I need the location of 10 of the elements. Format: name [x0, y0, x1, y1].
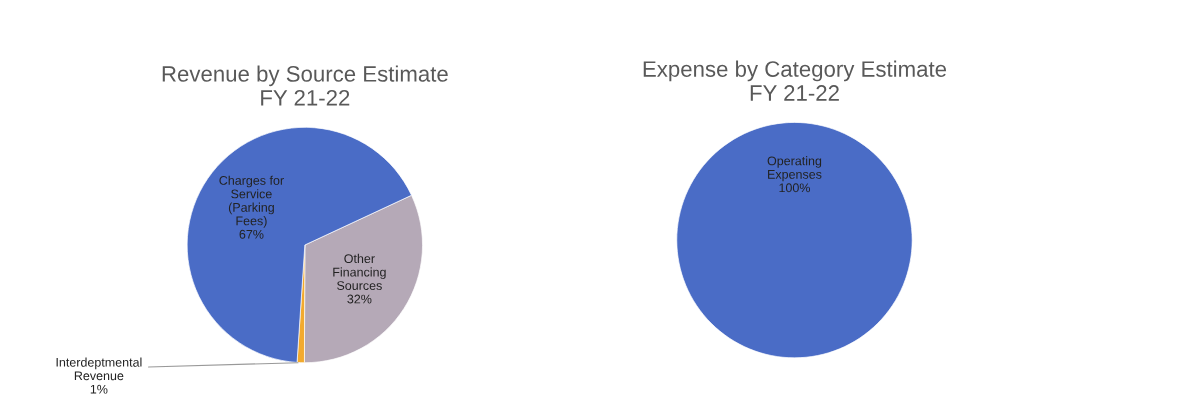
slice-label: Interdeptmental Revenue — [56, 357, 142, 381]
data-label: 100% — [779, 183, 811, 193]
data-label: 1% — [90, 384, 108, 394]
chart-title: Expense by Category Estimate FY 21-22 — [643, 60, 947, 101]
slice-label: Charges for Service (Parking Fees) — [219, 175, 284, 228]
data-label: 32% — [347, 294, 372, 304]
slice-label: Other Financing Sources — [333, 253, 386, 290]
data-label: 67% — [239, 229, 264, 239]
slice-label: Operating Expenses — [767, 156, 822, 182]
chart-title: Revenue by Source Estimate FY 21-22 — [162, 65, 448, 106]
